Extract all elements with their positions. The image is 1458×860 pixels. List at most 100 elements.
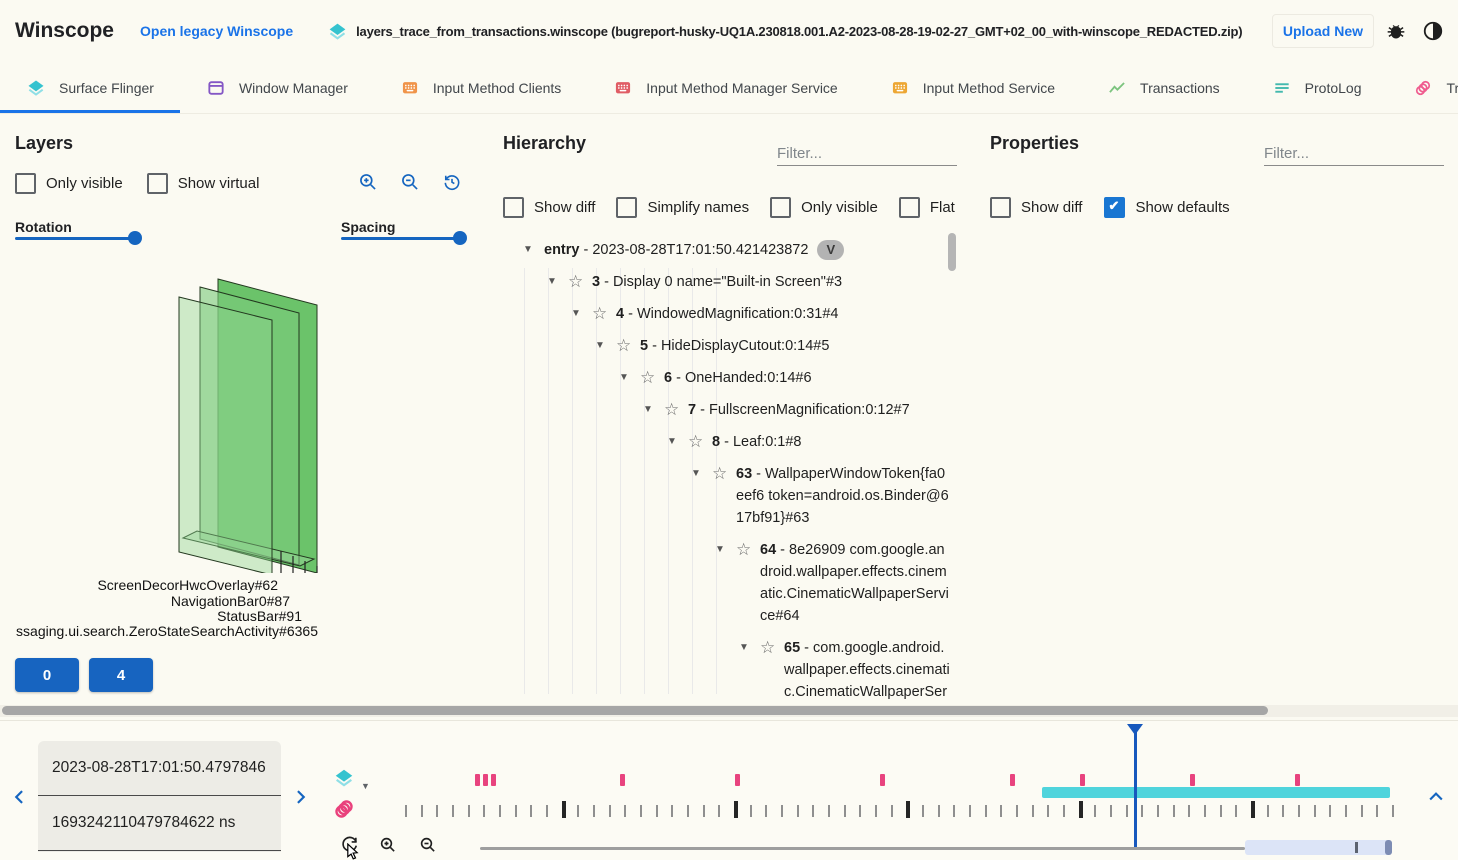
tree-node[interactable]: ▼ ☆ 7 - FullscreenMagnification:0:12#7	[486, 394, 952, 426]
expand-arrow-icon[interactable]: ▼	[571, 308, 581, 319]
pin-star-icon[interactable]: ☆	[592, 304, 608, 323]
tree-node[interactable]: ▼ ☆ 63 - WallpaperWindowToken{fa0eef6 toke…	[486, 458, 952, 534]
tab-input-method-clients[interactable]: Input Method Clients	[374, 62, 587, 113]
timeline-ticks[interactable]	[0, 721, 1458, 860]
zoom-out-icon[interactable]	[400, 172, 420, 192]
transaction-marker[interactable]	[491, 774, 496, 786]
transaction-marker[interactable]	[735, 774, 740, 786]
previous-entry-chevron-icon[interactable]	[10, 787, 30, 807]
checkbox-box[interactable]	[146, 173, 168, 194]
timestamp-input-ns[interactable]: 1693242110479784622 ns	[38, 796, 281, 851]
properties-filter-input[interactable]	[1264, 142, 1444, 166]
transaction-marker[interactable]	[1190, 774, 1195, 786]
pin-star-icon[interactable]: ☆	[688, 432, 704, 451]
checkbox-simplify-names[interactable]: Simplify names	[616, 197, 749, 218]
transaction-marker[interactable]	[880, 774, 885, 786]
spacing-slider-track[interactable]	[341, 237, 461, 240]
timeline-zoom-slider-thumb[interactable]	[1245, 840, 1392, 855]
layers-icon	[26, 78, 46, 98]
tab-transactions[interactable]: Transactions	[1081, 62, 1246, 113]
spacing-slider-thumb[interactable]	[453, 231, 467, 245]
checkbox-box[interactable]	[15, 173, 36, 194]
checkbox-box[interactable]	[770, 197, 792, 218]
selection-range-bar[interactable]	[1042, 787, 1390, 798]
tree-node[interactable]: ▼ ☆ 6 - OneHanded:0:14#6	[486, 362, 952, 394]
checkbox-label: Simplify names	[647, 199, 750, 216]
trace-dropdown-caret-icon[interactable]: ▼	[361, 781, 370, 791]
surface-flinger-trace-icon[interactable]	[333, 767, 355, 789]
tree-node[interactable]: ▼ ☆ 5 - HideDisplayCutout:0:14#5	[486, 330, 952, 362]
timeline-zoom-in-icon[interactable]	[379, 836, 397, 854]
rotation-slider-track[interactable]	[15, 237, 136, 240]
timeline-cursor-line[interactable]	[1134, 728, 1137, 849]
pin-star-icon[interactable]: ☆	[568, 272, 584, 291]
expand-arrow-icon[interactable]: ▼	[547, 276, 557, 287]
checkbox-box[interactable]	[990, 197, 1011, 218]
checkbox-box[interactable]	[503, 197, 524, 218]
tree-node[interactable]: ▼ entry - 2023-08-28T17:01:50.421423872 V	[486, 234, 952, 266]
expand-arrow-icon[interactable]: ▼	[739, 642, 749, 653]
tab-input-method-manager-service[interactable]: Input Method Manager Service	[587, 62, 863, 113]
upload-new-button[interactable]: Upload New	[1271, 14, 1374, 48]
checkbox-flat[interactable]: Flat	[898, 197, 955, 218]
timestamp-input-human[interactable]: 2023-08-28T17:01:50.4797846	[38, 741, 281, 796]
checkbox-only-visible[interactable]: Only visible	[15, 173, 123, 194]
tab-transitions[interactable]: Tra	[1387, 62, 1458, 113]
checkbox-box-checked[interactable]	[1104, 197, 1126, 218]
tab-input-method-service[interactable]: Input Method Service	[864, 62, 1081, 113]
report-bug-icon[interactable]	[1386, 21, 1406, 41]
tree-node[interactable]: ▼ ☆ 3 - Display 0 name="Built-in Screen"#3	[486, 266, 952, 298]
tab-protolog[interactable]: ProtoLog	[1246, 62, 1388, 113]
checkbox-only-visible-hierarchy[interactable]: Only visible	[770, 197, 878, 218]
tab-window-manager[interactable]: Window Manager	[180, 62, 374, 113]
transaction-marker[interactable]	[1295, 774, 1300, 786]
dark-mode-toggle-icon[interactable]	[1422, 20, 1444, 42]
rotation-slider-thumb[interactable]	[128, 231, 142, 245]
tree-node[interactable]: ▼ ☆ 65 - com.google.android.wallpaper.effe…	[486, 632, 952, 705]
expand-arrow-icon[interactable]: ▼	[595, 340, 605, 351]
tree-node[interactable]: ▼ ☆ 4 - WindowedMagnification:0:31#4	[486, 298, 952, 330]
transaction-marker[interactable]	[475, 774, 480, 786]
pin-star-icon[interactable]: ☆	[760, 638, 776, 657]
reset-view-icon[interactable]	[442, 172, 462, 192]
layers-3d-canvas[interactable]	[0, 113, 486, 573]
checkbox-show-diff-properties[interactable]: Show diff	[990, 197, 1082, 218]
transaction-marker[interactable]	[620, 774, 625, 786]
timeline-zoom-slider-track[interactable]	[480, 847, 1245, 850]
hierarchy-filter-input[interactable]	[777, 142, 957, 166]
expand-arrow-icon[interactable]: ▼	[715, 544, 725, 555]
next-entry-chevron-icon[interactable]	[290, 787, 310, 807]
transaction-marker[interactable]	[1010, 774, 1015, 786]
expand-arrow-icon[interactable]: ▼	[643, 404, 653, 415]
pin-star-icon[interactable]: ☆	[736, 540, 752, 559]
horizontal-scrollbar-thumb[interactable]	[2, 706, 1268, 715]
checkbox-show-diff[interactable]: Show diff	[503, 197, 595, 218]
checkbox-show-virtual[interactable]: Show virtual	[146, 173, 259, 194]
display-button-4[interactable]: 4	[89, 658, 153, 692]
zoom-in-icon[interactable]	[358, 172, 378, 192]
checkbox-box[interactable]	[898, 197, 920, 218]
transaction-marker[interactable]	[483, 774, 488, 786]
pin-star-icon[interactable]: ☆	[712, 464, 728, 483]
tree-node[interactable]: ▼ ☆ 8 - Leaf:0:1#8	[486, 426, 952, 458]
pin-star-icon[interactable]: ☆	[616, 336, 632, 355]
slider-thumb-handle[interactable]	[1385, 840, 1392, 855]
pin-star-icon[interactable]: ☆	[640, 368, 656, 387]
expand-arrow-icon[interactable]: ▼	[667, 436, 677, 447]
expand-arrow-icon[interactable]: ▼	[691, 468, 701, 479]
expand-arrow-icon[interactable]: ▼	[619, 372, 629, 383]
checkbox-show-defaults[interactable]: Show defaults	[1104, 197, 1230, 218]
timeline-zoom-out-icon[interactable]	[419, 836, 437, 854]
collapse-timeline-chevron-icon[interactable]	[1426, 787, 1446, 807]
transactions-trace-icon[interactable]	[332, 797, 356, 821]
display-button-0[interactable]: 0	[15, 658, 79, 692]
tab-surface-flinger[interactable]: Surface Flinger	[0, 62, 180, 113]
tree-node[interactable]: ▼ ☆ 64 - 8e26909 com.google.android.wallpa…	[486, 534, 952, 632]
transaction-marker[interactable]	[1080, 774, 1085, 786]
open-legacy-link[interactable]: Open legacy Winscope	[140, 23, 294, 39]
checkbox-box[interactable]	[616, 197, 638, 218]
pin-star-icon[interactable]: ☆	[664, 400, 680, 419]
hierarchy-scrollbar[interactable]	[948, 233, 956, 271]
expand-arrow-icon[interactable]: ▼	[523, 244, 533, 255]
timeline-cursor-head[interactable]	[1127, 724, 1143, 735]
